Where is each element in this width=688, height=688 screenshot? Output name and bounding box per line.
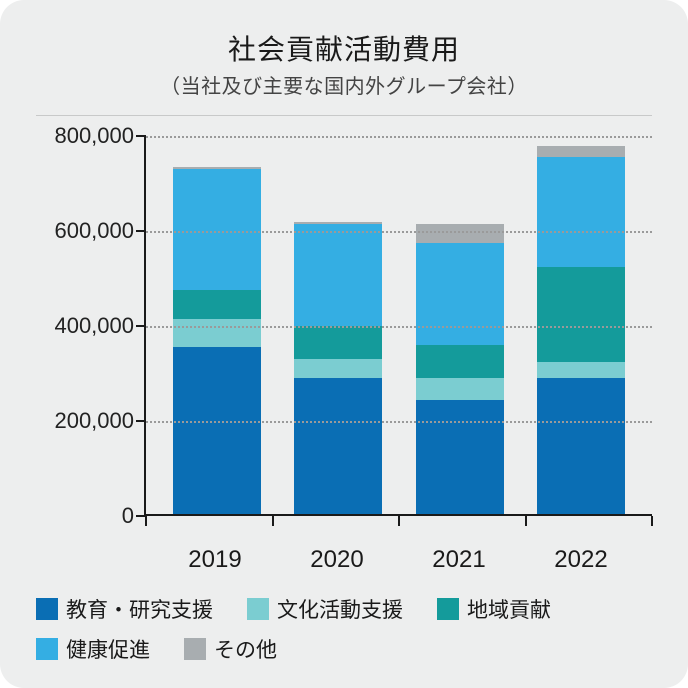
y-tick-mark — [136, 135, 146, 137]
title-block: 社会貢献活動費用 （当社及び主要な国内外グループ会社） — [36, 28, 652, 99]
legend-item-other: その他 — [184, 634, 277, 664]
legend-item-health: 健康促進 — [36, 634, 150, 664]
y-tick-mark — [136, 325, 146, 327]
bar-segment-health — [294, 224, 382, 326]
legend-label: 地域貢献 — [467, 594, 551, 624]
x-tick-mark — [651, 516, 653, 526]
legend-swatch-icon — [437, 598, 459, 620]
legend-item-education: 教育・研究支援 — [36, 594, 213, 624]
x-axis-labels: 2019 2020 2021 2022 — [144, 546, 652, 574]
bar-segment-other — [537, 146, 625, 158]
y-tick-label: 600,000 — [54, 218, 134, 244]
legend: 教育・研究支援 文化活動支援 地域貢献健康促進 その他 — [36, 594, 652, 664]
grid-line — [146, 136, 652, 138]
bar-segment-education — [537, 378, 625, 516]
legend-swatch-icon — [184, 638, 206, 660]
y-tick-label: 0 — [122, 503, 134, 529]
bar-column — [173, 167, 261, 516]
bar-segment-community — [294, 326, 382, 359]
legend-swatch-icon — [247, 598, 269, 620]
x-tick-mark — [145, 516, 147, 526]
chart-subtitle: （当社及び主要な国内外グループ会社） — [36, 70, 652, 99]
grid-line — [146, 326, 652, 328]
x-tick-mark — [398, 516, 400, 526]
divider — [36, 115, 652, 116]
legend-label: 健康促進 — [66, 634, 150, 664]
legend-swatch-icon — [36, 638, 58, 660]
legend-label: その他 — [214, 634, 277, 664]
bar-segment-culture — [537, 362, 625, 379]
y-tick-mark — [136, 420, 146, 422]
x-tick-mark — [525, 516, 527, 526]
x-axis-label: 2021 — [415, 546, 503, 574]
bar-segment-health — [173, 169, 261, 290]
bar-segment-education — [173, 347, 261, 516]
bar-segment-education — [294, 378, 382, 516]
bar-segment-culture — [416, 378, 504, 399]
legend-label: 文化活動支援 — [277, 594, 403, 624]
grid-line — [146, 421, 652, 423]
y-tick-label: 200,000 — [54, 408, 134, 434]
bar-segment-health — [537, 157, 625, 266]
plot-area — [144, 136, 652, 516]
y-tick-mark — [136, 230, 146, 232]
legend-swatch-icon — [36, 598, 58, 620]
chart-title: 社会貢献活動費用 — [36, 28, 652, 68]
legend-item-community: 地域貢献 — [437, 594, 551, 624]
x-axis-label: 2022 — [537, 546, 625, 574]
bar-column — [537, 146, 625, 517]
x-tick-mark — [272, 516, 274, 526]
bar-segment-health — [416, 243, 504, 345]
x-axis-label: 2020 — [293, 546, 381, 574]
y-axis: 0200,000400,000600,000800,000 — [36, 136, 144, 516]
bar-segment-community — [173, 290, 261, 319]
bar-segment-culture — [173, 319, 261, 348]
bar-segment-education — [416, 400, 504, 516]
chart-area: 0200,000400,000600,000800,000 — [36, 136, 652, 534]
bar-column — [416, 224, 504, 516]
bar-segment-community — [416, 345, 504, 378]
bar-column — [294, 222, 382, 516]
bar-segment-other — [416, 224, 504, 243]
y-tick-label: 800,000 — [54, 123, 134, 149]
x-axis-label: 2019 — [171, 546, 259, 574]
y-tick-label: 400,000 — [54, 313, 134, 339]
bar-segment-community — [537, 267, 625, 362]
grid-line — [146, 231, 652, 233]
legend-label: 教育・研究支援 — [66, 594, 213, 624]
chart-card: 社会貢献活動費用 （当社及び主要な国内外グループ会社） 0 200,000 400,… — [0, 0, 688, 688]
bar-segment-culture — [294, 359, 382, 378]
legend-item-culture: 文化活動支援 — [247, 594, 403, 624]
